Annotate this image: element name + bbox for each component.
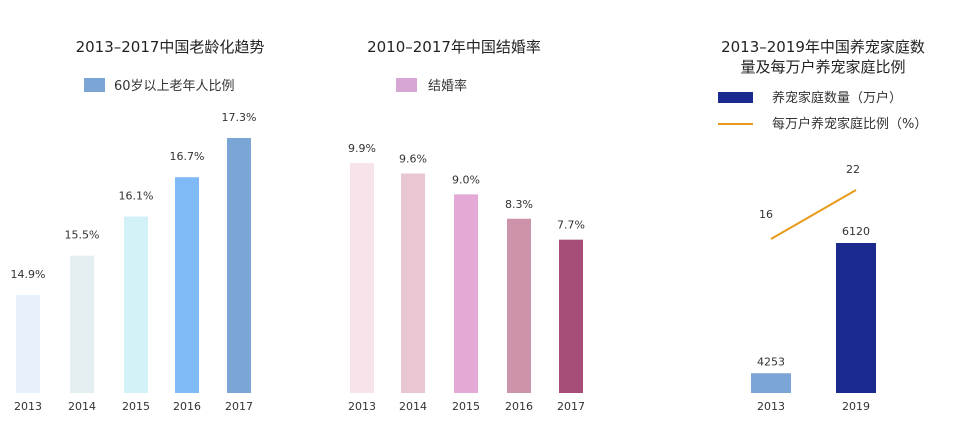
chart2-tick-2013: 2013 xyxy=(348,400,376,413)
chart3-tick-2013: 2013 xyxy=(757,400,785,413)
chart3-bar-value-label-2019: 6120 xyxy=(842,225,870,238)
chart1-tick-2016: 2016 xyxy=(173,400,201,413)
chart2-legend-label: 结婚率 xyxy=(428,78,467,94)
chart3-bar-value-label-2013: 4253 xyxy=(757,355,785,368)
chart1-value-label-2015: 16.1% xyxy=(119,189,154,202)
chart1-value-label-2016: 16.7% xyxy=(170,150,205,163)
chart3-ratio-label-2019: 22 xyxy=(846,163,860,176)
chart1-title: 2013–2017中国老龄化趋势 xyxy=(76,38,265,56)
chart3-legend-bar-label: 养宠家庭数量（万户） xyxy=(772,90,902,106)
chart1-bar-2013 xyxy=(16,294,40,393)
chart2-bar-2014 xyxy=(401,173,425,393)
chart2-title: 2010–2017年中国结婚率 xyxy=(367,38,541,56)
chart3-legend-line-label: 每万户养宠家庭比例（%） xyxy=(772,116,927,132)
chart2-value-label-2013: 9.9% xyxy=(348,142,376,155)
chart2-tick-2017: 2017 xyxy=(557,400,585,413)
chart3-ratio-line xyxy=(770,189,857,240)
chart1-tick-2014: 2014 xyxy=(68,400,96,413)
chart1-value-label-2014: 15.5% xyxy=(65,229,100,242)
chart2-bar-2016 xyxy=(507,218,531,393)
chart2-value-label-2017: 7.7% xyxy=(557,219,585,232)
chart2-value-label-2016: 8.3% xyxy=(505,198,533,211)
chart2-tick-2014: 2014 xyxy=(399,400,427,413)
chart3-tick-2019: 2019 xyxy=(842,400,870,413)
chart1-tick-2017: 2017 xyxy=(225,400,253,413)
chart2-tick-2015: 2015 xyxy=(452,400,480,413)
chart2-value-label-2015: 9.0% xyxy=(452,173,480,186)
chart2-legend-swatch xyxy=(396,78,417,92)
chart1-value-label-2017: 17.3% xyxy=(222,111,257,124)
chart3-bar-2013 xyxy=(751,373,791,393)
chart1-bar-2014 xyxy=(70,255,94,393)
chart2-tick-2016: 2016 xyxy=(505,400,533,413)
chart3-title-line1: 2013–2019年中国养宠家庭数 xyxy=(721,38,925,56)
chart2-bar-2017 xyxy=(559,239,583,393)
chart2-bar-2015 xyxy=(454,194,478,393)
chart3-ratio-label-2013: 16 xyxy=(759,208,773,221)
chart1-bar-2016 xyxy=(175,177,199,393)
chart1-tick-2015: 2015 xyxy=(122,400,150,413)
chart1-legend-label: 60岁以上老年人比例 xyxy=(114,79,235,94)
chart1-tick-2013: 2013 xyxy=(14,400,42,413)
chart1-value-label-2013: 14.9% xyxy=(11,268,46,281)
chart2-bar-2013 xyxy=(350,163,374,393)
chart1-bar-2017 xyxy=(227,138,251,393)
chart3-legend-bar-swatch xyxy=(718,92,753,103)
chart2-value-label-2014: 9.6% xyxy=(399,152,427,165)
chart3-bar-2019 xyxy=(836,243,876,393)
chart1-legend-swatch xyxy=(84,78,105,92)
chart3-title-line2: 量及每万户养宠家庭比例 xyxy=(740,58,905,76)
chart1-bar-2015 xyxy=(124,216,148,393)
